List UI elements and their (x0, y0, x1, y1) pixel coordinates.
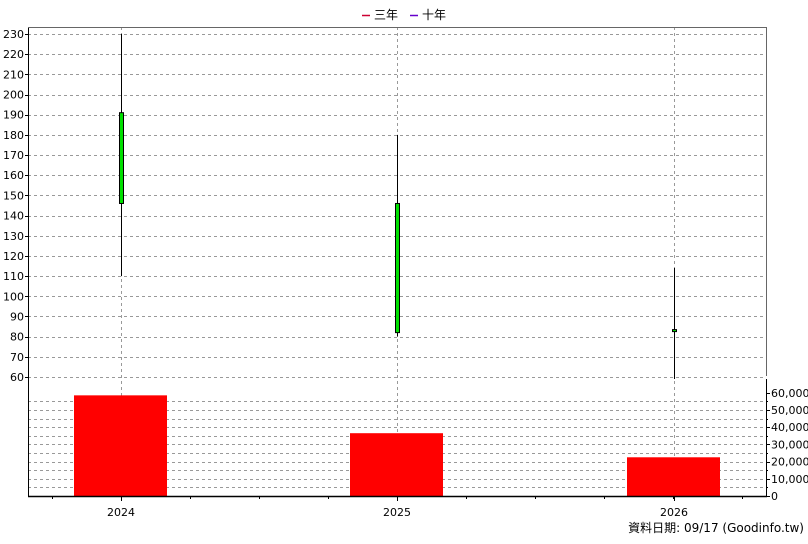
price-tick-label: 170 (3, 149, 24, 162)
volume-tick-label: 40,000 (771, 421, 808, 434)
volume-tick-label: 10,000 (771, 473, 808, 486)
price-tick-label: 60 (10, 371, 24, 384)
volume-bar (350, 433, 443, 496)
candles (119, 34, 677, 380)
volume-axis: 0 10,000 20,000 30,000 40,000 50,000 60,000 (766, 387, 808, 503)
price-tick-label: 180 (3, 129, 24, 142)
candle-body (672, 329, 677, 333)
volume-tick-label: 50,000 (771, 404, 808, 417)
volume-tick-label: 0 (771, 490, 778, 503)
x-tick-label: 2024 (107, 506, 135, 519)
price-tick-label: 70 (10, 351, 24, 364)
x-tick-label: 2025 (383, 506, 411, 519)
price-tick-label: 210 (3, 68, 24, 81)
volume-tick-label: 60,000 (771, 387, 808, 400)
volume-bars (74, 395, 720, 496)
price-tick-label: 160 (3, 169, 24, 182)
x-axis: 2024 2025 2026 (52, 496, 743, 519)
volume-tick-label: 20,000 (771, 456, 808, 469)
price-tick-label: 80 (10, 331, 24, 344)
legend-label: 三年 (374, 8, 398, 22)
legend: 三年 十年 (362, 8, 446, 22)
price-tick-label: 190 (3, 109, 24, 122)
price-tick-label: 220 (3, 48, 24, 61)
x-tick-label: 2026 (660, 506, 688, 519)
price-tick-label: 150 (3, 189, 24, 202)
volume-bar (627, 457, 720, 496)
price-tick-label: 90 (10, 310, 24, 323)
price-tick-label: 120 (3, 250, 24, 263)
volume-bar (74, 395, 167, 496)
price-axis: 60 70 80 90 100 110 120 130 140 150 160 170 180 190 20… (3, 28, 28, 384)
legend-label: 十年 (422, 8, 446, 22)
price-tick-label: 140 (3, 210, 24, 223)
candle-body (395, 202, 400, 334)
volume-tick-label: 30,000 (771, 438, 808, 451)
footer-date: 資料日期: 09/17 (Goodinfo.tw) (628, 521, 804, 535)
price-tick-label: 100 (3, 290, 24, 303)
price-tick-label: 230 (3, 28, 24, 41)
price-tick-label: 130 (3, 230, 24, 243)
price-tick-label: 200 (3, 89, 24, 102)
candle-body (119, 112, 124, 204)
price-tick-label: 110 (3, 270, 24, 283)
